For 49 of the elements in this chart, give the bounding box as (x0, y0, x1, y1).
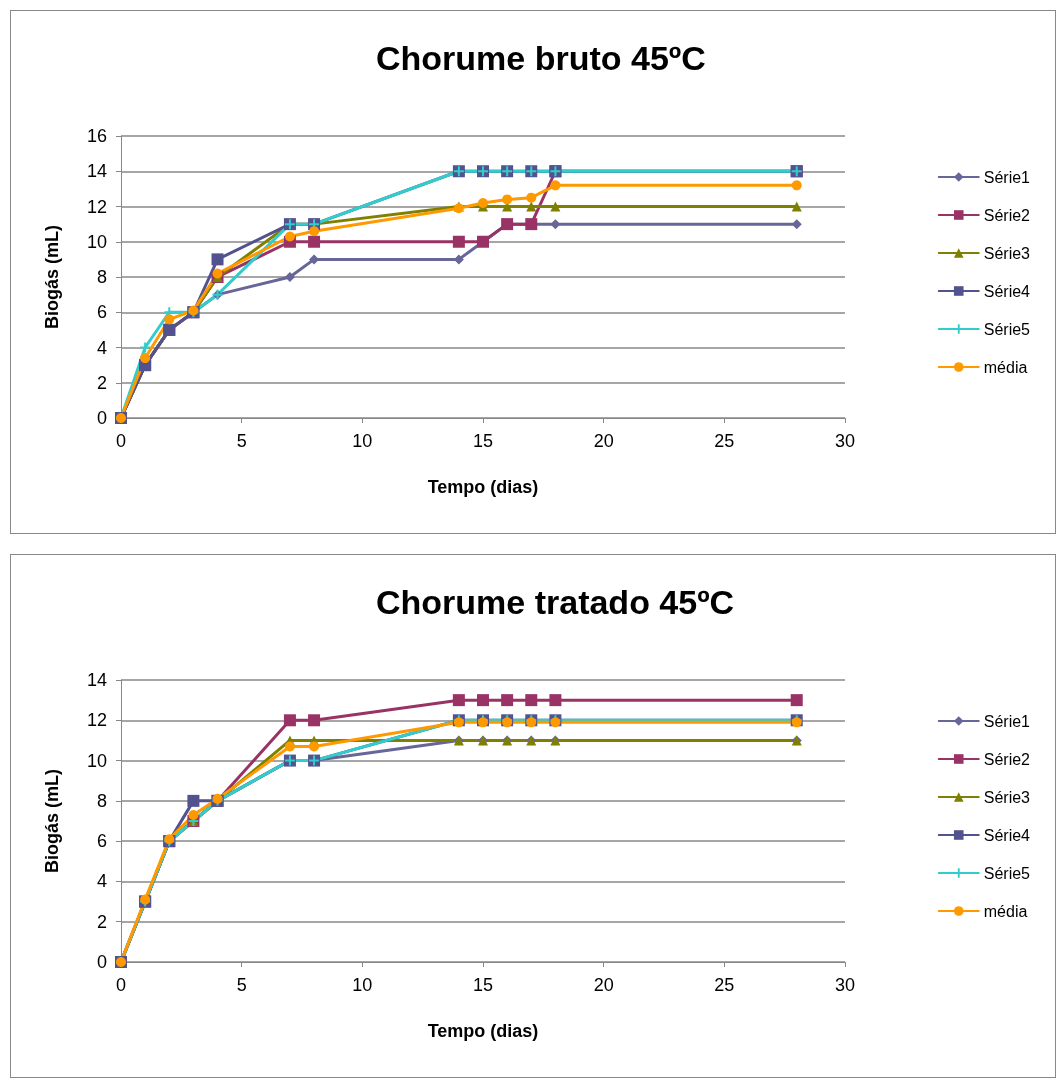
y-tick-label: 12 (86, 710, 107, 731)
legend-label: Série3 (983, 788, 1031, 806)
y-tick-label: 6 (96, 831, 107, 852)
y-tick-label: 10 (86, 750, 107, 771)
x-tick-label: 20 (593, 975, 614, 995)
x-tick-label: 5 (236, 431, 247, 451)
legend-label: Série3 (983, 244, 1031, 262)
legend-label: Série5 (983, 864, 1031, 882)
x-tick-label: 25 (714, 431, 735, 451)
chart-title: Chorume tratado 45ºC (376, 583, 735, 621)
y-axis-title: Biogás (mL) (42, 768, 62, 874)
x-tick-label: 0 (115, 431, 127, 451)
y-tick-label: 2 (96, 372, 107, 393)
y-tick-label: 14 (86, 670, 107, 690)
legend-label: Série2 (983, 206, 1031, 224)
y-tick-label: 6 (96, 302, 107, 323)
y-tick-label: 2 (96, 911, 107, 932)
y-tick-label: 10 (86, 231, 107, 252)
y-axis-title: Biogás (mL) (42, 224, 62, 330)
y-tick-label: 16 (86, 126, 107, 146)
legend-label: média (983, 902, 1028, 920)
legend-label: Série4 (983, 826, 1031, 844)
y-tick-label: 12 (86, 196, 107, 217)
legend-label: Série5 (983, 320, 1031, 338)
y-tick-label: 4 (96, 871, 107, 892)
x-tick-label: 10 (352, 975, 373, 995)
legend-label: média (983, 358, 1028, 376)
y-tick-label: 8 (96, 790, 107, 811)
x-tick-label: 20 (593, 431, 614, 451)
legend-label: Série1 (983, 712, 1031, 730)
x-tick-label: 15 (472, 431, 494, 451)
x-axis-title: Tempo (dias) (427, 477, 539, 497)
y-tick-label: 8 (96, 267, 107, 287)
x-tick-label: 5 (236, 975, 247, 995)
x-tick-label: 10 (352, 431, 373, 451)
x-tick-label: 30 (834, 431, 856, 451)
x-tick-label: 15 (472, 975, 494, 995)
legend-label: Série2 (983, 750, 1031, 768)
y-tick-label: 14 (86, 161, 107, 182)
chart-title: Chorume bruto 45ºC (376, 39, 706, 77)
legend-label: Série4 (983, 282, 1031, 300)
x-tick-label: 25 (714, 975, 735, 995)
x-tick-label: 30 (834, 975, 856, 995)
legend-label: Série1 (983, 168, 1031, 186)
y-tick-label: 0 (96, 952, 107, 972)
x-tick-label: 0 (115, 975, 127, 995)
x-axis-title: Tempo (dias) (427, 1021, 539, 1041)
y-tick-label: 4 (96, 337, 107, 358)
y-tick-label: 0 (96, 408, 107, 428)
